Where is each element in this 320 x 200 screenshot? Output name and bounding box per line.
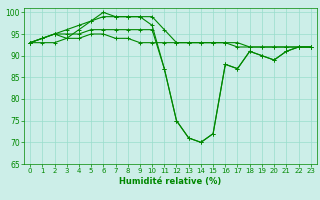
X-axis label: Humidité relative (%): Humidité relative (%)	[119, 177, 221, 186]
